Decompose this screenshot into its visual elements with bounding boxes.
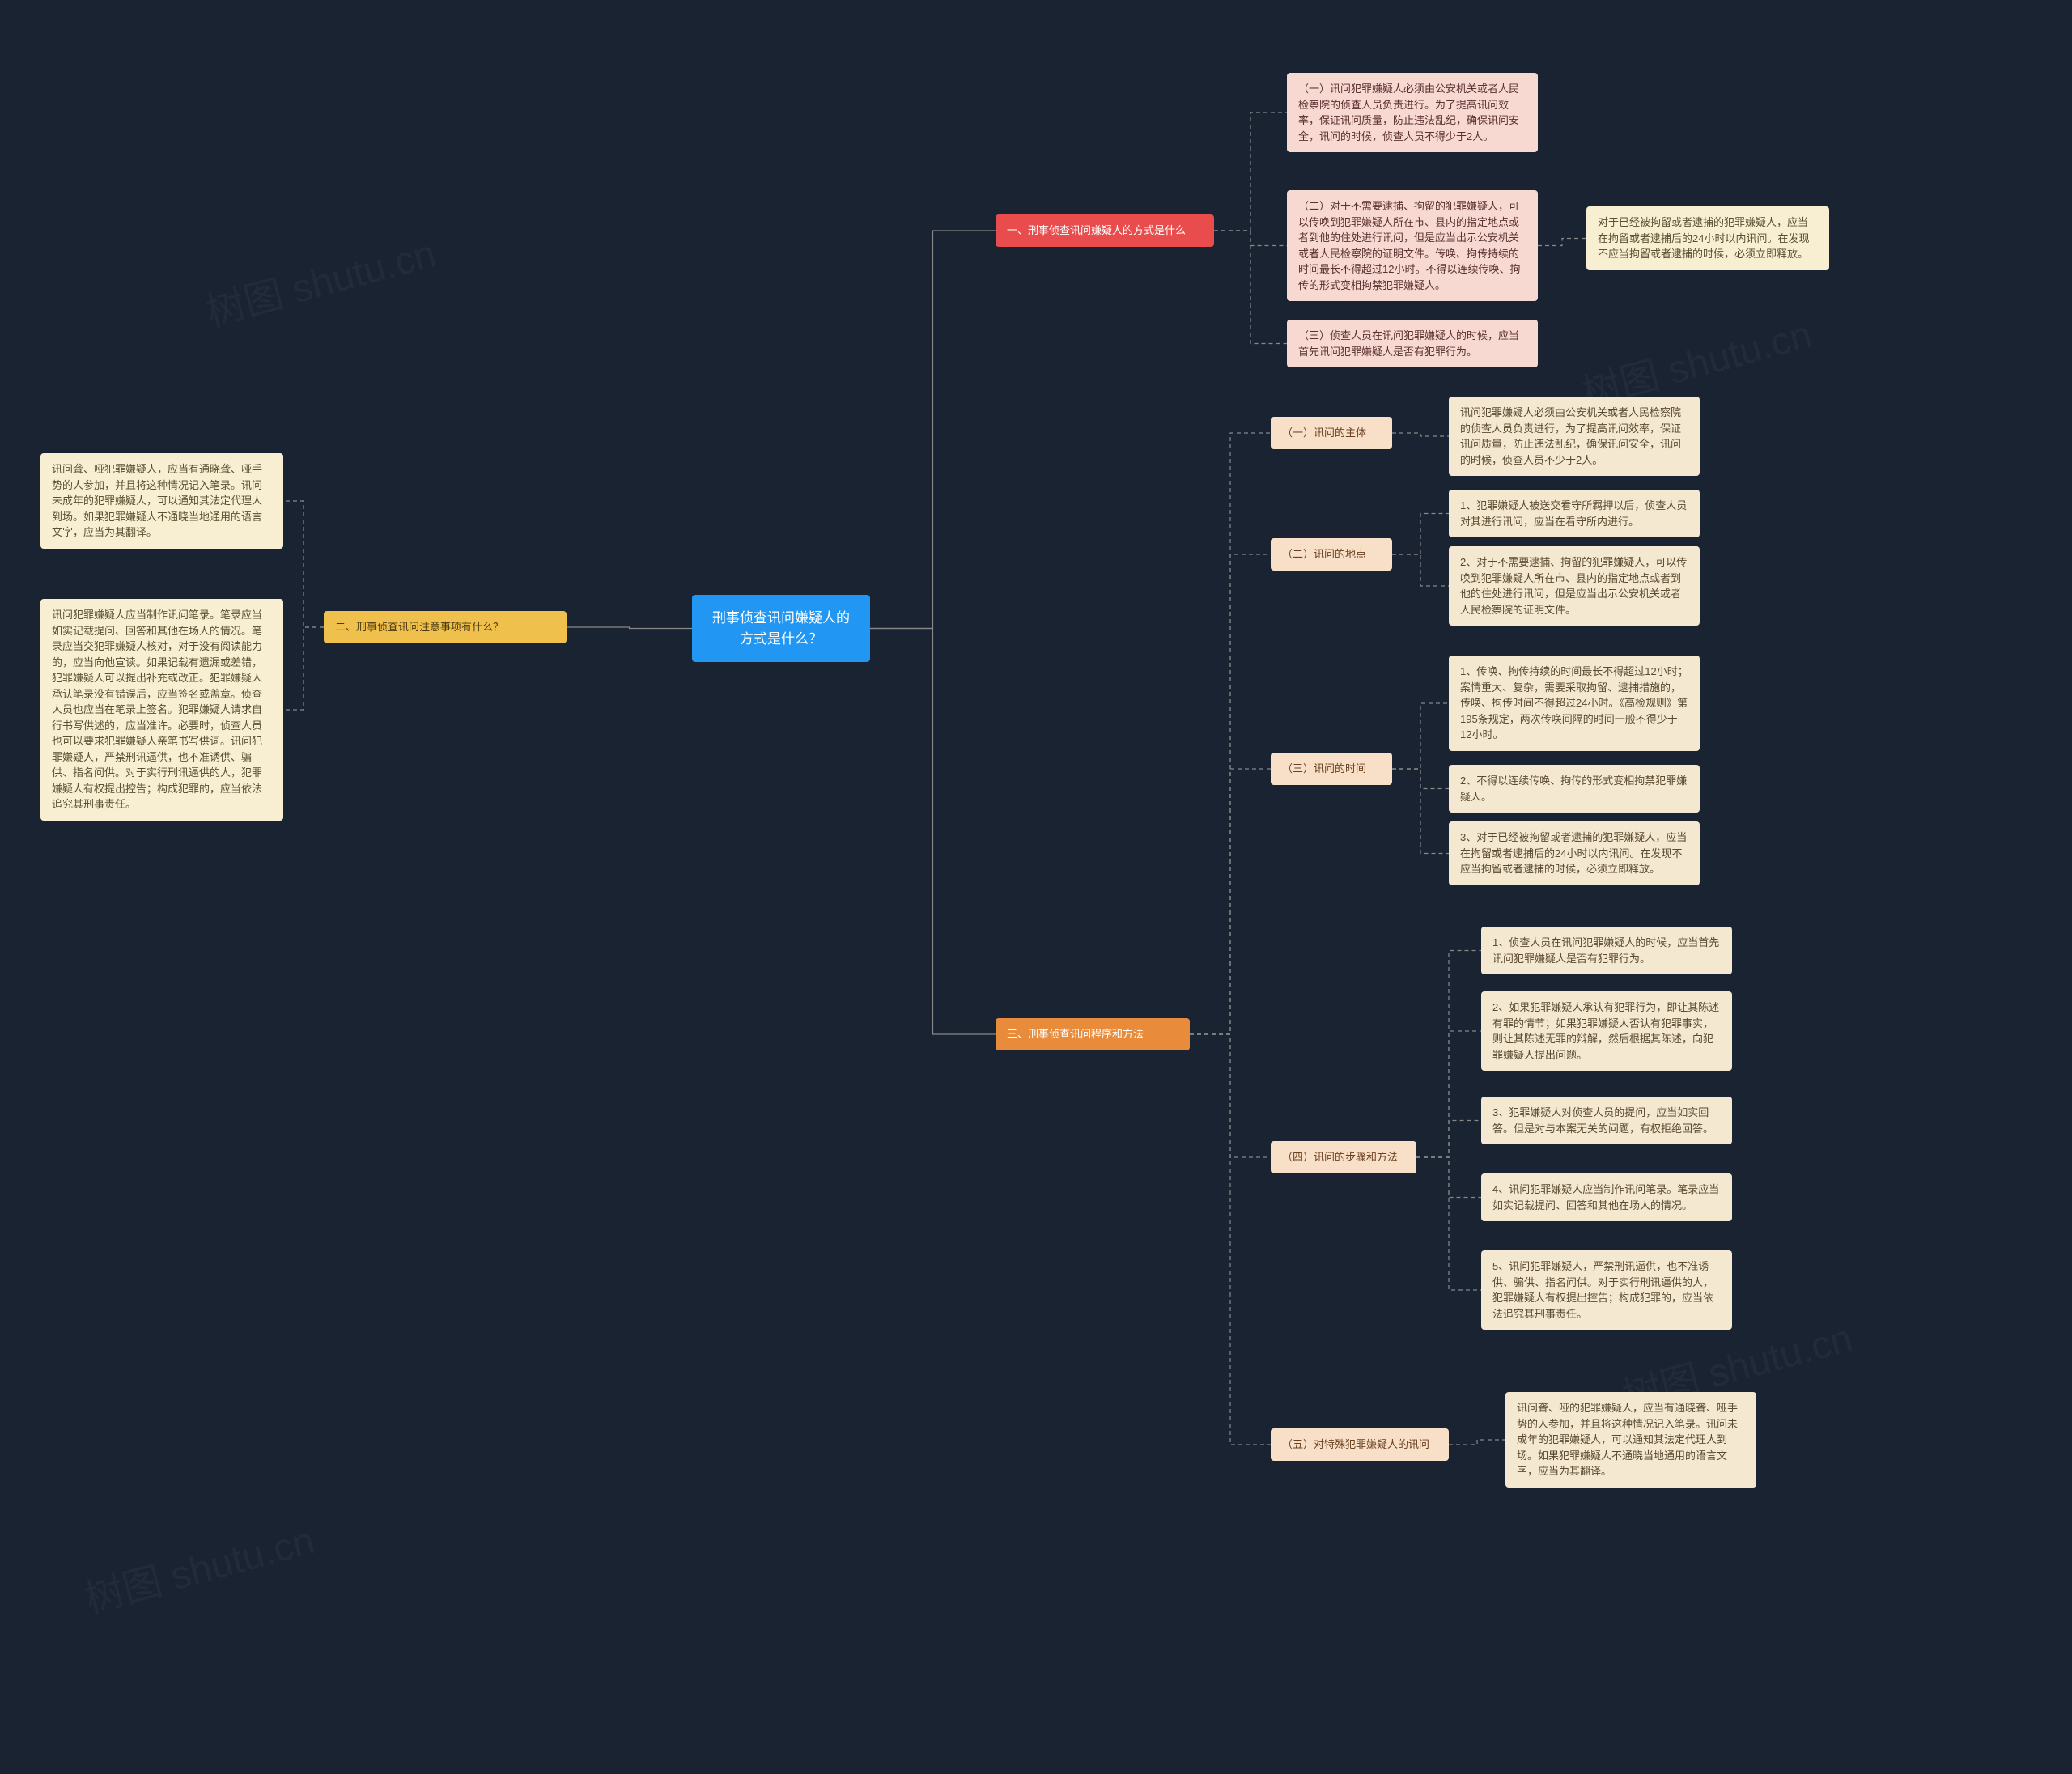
branch-3-section-2-item-1: 1、犯罪嫌疑人被送交看守所羁押以后，侦查人员对其进行讯问，应当在看守所内进行。 [1449, 490, 1700, 537]
branch-3-section-4-item-1: 1、侦查人员在讯问犯罪嫌疑人的时候，应当首先讯问犯罪嫌疑人是否有犯罪行为。 [1481, 927, 1732, 974]
branch-2-child-2: 讯问犯罪嫌疑人应当制作讯问笔录。笔录应当如实记载提问、回答和其他在场人的情况。笔… [40, 599, 283, 821]
branch-3: 三、刑事侦查讯问程序和方法 [996, 1018, 1190, 1050]
branch-3-section-4: （四）讯问的步骤和方法 [1271, 1141, 1416, 1173]
branch-1-child-3: （三）侦查人员在讯问犯罪嫌疑人的时候，应当首先讯问犯罪嫌疑人是否有犯罪行为。 [1287, 320, 1538, 367]
branch-3-section-5: （五）对特殊犯罪嫌疑人的讯问 [1271, 1428, 1449, 1461]
branch-3-section-1: （一）讯问的主体 [1271, 417, 1392, 449]
branch-3-section-4-item-5: 5、讯问犯罪嫌疑人，严禁刑讯逼供，也不准诱供、骗供、指名问供。对于实行刑讯逼供的… [1481, 1250, 1732, 1330]
branch-3-section-3-item-1: 1、传唤、拘传持续的时间最长不得超过12小时；案情重大、复杂，需要采取拘留、逮捕… [1449, 656, 1700, 751]
branch-2-child-1: 讯问聋、哑犯罪嫌疑人，应当有通晓聋、哑手势的人参加，并且将这种情况记入笔录。讯问… [40, 453, 283, 549]
branch-3-section-4-item-3: 3、犯罪嫌疑人对侦查人员的提问，应当如实回答。但是对与本案无关的问题，有权拒绝回… [1481, 1097, 1732, 1144]
branch-3-section-3-item-3: 3、对于已经被拘留或者逮捕的犯罪嫌疑人，应当在拘留或者逮捕后的24小时以内讯问。… [1449, 821, 1700, 885]
branch-3-section-4-item-4: 4、讯问犯罪嫌疑人应当制作讯问笔录。笔录应当如实记载提问、回答和其他在场人的情况… [1481, 1173, 1732, 1221]
branch-3-section-3-item-2: 2、不得以连续传唤、拘传的形式变相拘禁犯罪嫌疑人。 [1449, 765, 1700, 813]
branch-3-section-2-item-2: 2、对于不需要逮捕、拘留的犯罪嫌疑人，可以传唤到犯罪嫌疑人所在市、县内的指定地点… [1449, 546, 1700, 626]
branch-1: 一、刑事侦查讯问嫌疑人的方式是什么 [996, 214, 1214, 247]
watermark: 树图 shutu.cn [78, 1509, 320, 1624]
branch-3-section-5-item-1: 讯问聋、哑的犯罪嫌疑人，应当有通晓聋、哑手势的人参加，并且将这种情况记入笔录。讯… [1505, 1392, 1756, 1488]
branch-3-section-2: （二）讯问的地点 [1271, 538, 1392, 571]
branch-3-section-3: （三）讯问的时间 [1271, 753, 1392, 785]
branch-1-child-2-extra: 对于已经被拘留或者逮捕的犯罪嫌疑人，应当在拘留或者逮捕后的24小时以内讯问。在发… [1586, 206, 1829, 270]
watermark: 树图 shutu.cn [199, 222, 441, 337]
root-node: 刑事侦查讯问嫌疑人的方式是什么？ [692, 595, 870, 662]
branch-3-section-1-item-1: 讯问犯罪嫌疑人必须由公安机关或者人民检察院的侦查人员负责进行，为了提高讯问效率，… [1449, 397, 1700, 476]
branch-2: 二、刑事侦查讯问注意事项有什么？ [324, 611, 567, 643]
branch-3-section-4-item-2: 2、如果犯罪嫌疑人承认有犯罪行为，即让其陈述有罪的情节；如果犯罪嫌疑人否认有犯罪… [1481, 991, 1732, 1071]
branch-1-child-1: （一）讯问犯罪嫌疑人必须由公安机关或者人民检察院的侦查人员负责进行。为了提高讯问… [1287, 73, 1538, 152]
branch-1-child-2: （二）对于不需要逮捕、拘留的犯罪嫌疑人，可以传唤到犯罪嫌疑人所在市、县内的指定地… [1287, 190, 1538, 301]
